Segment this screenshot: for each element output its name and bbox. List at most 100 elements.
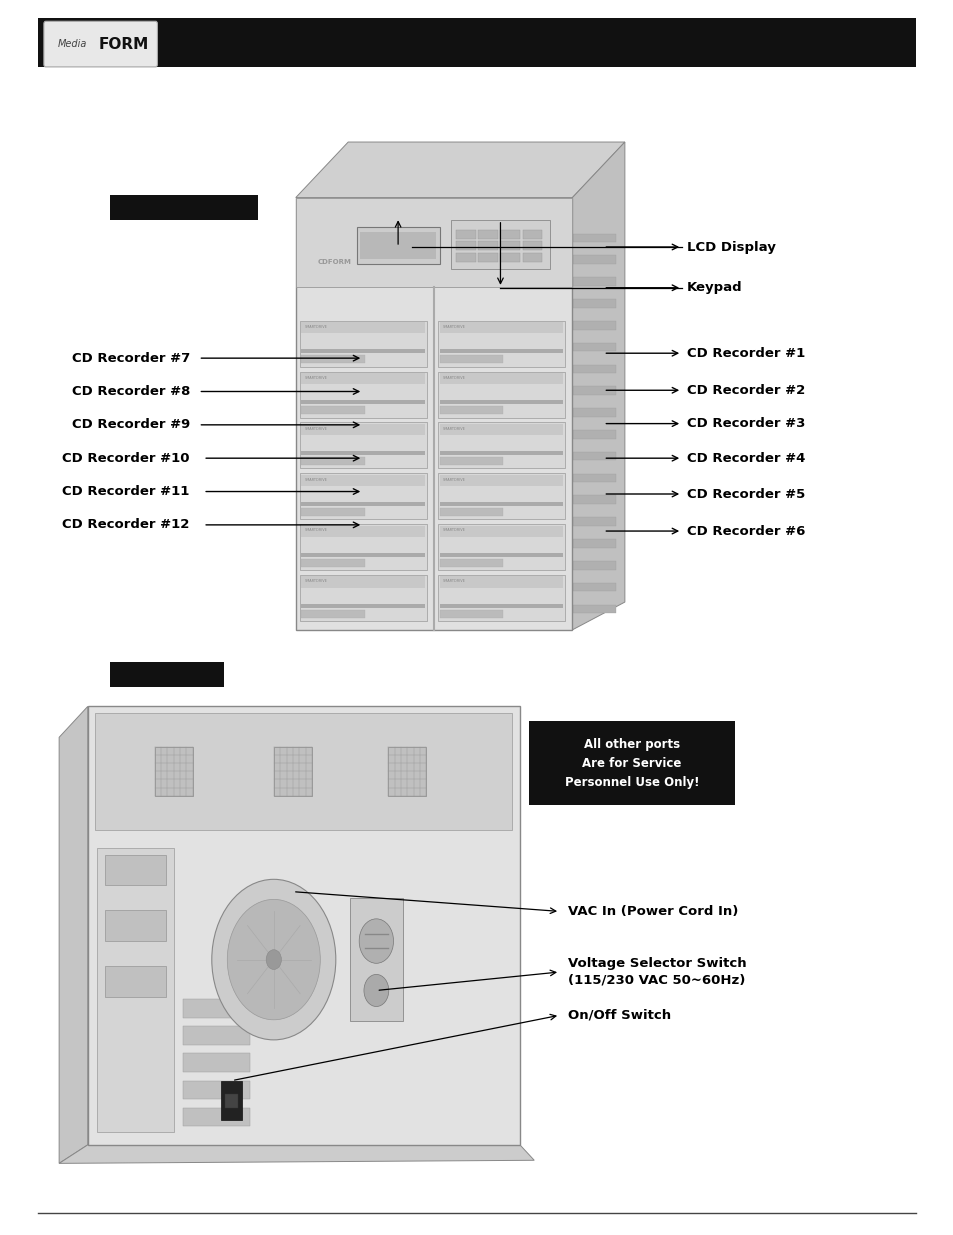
Text: CD Recorder #2: CD Recorder #2: [686, 384, 804, 396]
Text: CDFORM: CDFORM: [317, 259, 352, 264]
Bar: [573, 561, 616, 569]
Bar: [301, 474, 424, 485]
Bar: [437, 372, 564, 417]
Bar: [439, 373, 562, 384]
Bar: [439, 457, 503, 464]
Bar: [299, 422, 426, 468]
Bar: [183, 1108, 250, 1126]
Bar: [478, 253, 497, 262]
Bar: [439, 400, 562, 404]
Bar: [500, 253, 519, 262]
Bar: [522, 230, 541, 238]
Bar: [437, 576, 564, 621]
Circle shape: [266, 950, 281, 969]
Bar: [437, 473, 564, 520]
Bar: [573, 387, 616, 395]
Bar: [301, 577, 424, 588]
Bar: [439, 356, 503, 363]
Text: SMARTDRIVE: SMARTDRIVE: [304, 529, 327, 532]
Bar: [301, 356, 365, 363]
Bar: [573, 299, 616, 308]
Bar: [295, 198, 572, 287]
Text: Media: Media: [57, 40, 87, 49]
Bar: [301, 503, 424, 506]
Bar: [439, 610, 503, 618]
Bar: [456, 241, 476, 251]
Bar: [299, 321, 426, 367]
Bar: [573, 517, 616, 526]
Text: CD Recorder #6: CD Recorder #6: [686, 525, 804, 537]
Bar: [301, 424, 424, 435]
Text: SMARTDRIVE: SMARTDRIVE: [304, 426, 327, 431]
Bar: [439, 474, 562, 485]
Bar: [439, 559, 503, 567]
Text: SMARTDRIVE: SMARTDRIVE: [442, 426, 465, 431]
Bar: [478, 230, 497, 238]
Polygon shape: [572, 142, 624, 630]
Polygon shape: [59, 1145, 534, 1163]
Bar: [225, 1094, 238, 1108]
Bar: [183, 999, 250, 1018]
Bar: [95, 713, 512, 830]
Bar: [439, 322, 562, 333]
Text: CD Recorder #12: CD Recorder #12: [62, 519, 190, 531]
Bar: [221, 1081, 242, 1120]
Text: SMARTDRIVE: SMARTDRIVE: [442, 529, 465, 532]
Bar: [299, 525, 426, 571]
Bar: [350, 898, 402, 1021]
Bar: [301, 509, 365, 516]
Text: SMARTDRIVE: SMARTDRIVE: [442, 478, 465, 482]
Text: Keypad: Keypad: [686, 282, 741, 294]
Bar: [301, 400, 424, 404]
Circle shape: [364, 974, 389, 1007]
Bar: [439, 350, 562, 353]
Bar: [573, 538, 616, 548]
Bar: [301, 406, 365, 414]
Bar: [573, 321, 616, 330]
Bar: [573, 495, 616, 504]
Bar: [183, 1026, 250, 1045]
Bar: [439, 553, 562, 557]
Bar: [301, 350, 424, 353]
Bar: [301, 610, 365, 618]
Bar: [573, 583, 616, 592]
Bar: [439, 451, 562, 454]
Text: SMARTDRIVE: SMARTDRIVE: [442, 325, 465, 329]
Bar: [439, 503, 562, 506]
Bar: [573, 605, 616, 614]
Bar: [522, 241, 541, 251]
Bar: [110, 195, 257, 220]
Bar: [110, 662, 224, 687]
Bar: [301, 526, 424, 537]
Bar: [183, 1053, 250, 1072]
Text: On/Off Switch: On/Off Switch: [567, 1009, 670, 1021]
Bar: [573, 408, 616, 417]
Text: SMARTDRIVE: SMARTDRIVE: [304, 579, 327, 583]
Bar: [301, 604, 424, 608]
Bar: [456, 253, 476, 262]
Bar: [522, 253, 541, 262]
Text: CD Recorder #3: CD Recorder #3: [686, 417, 804, 430]
Bar: [573, 278, 616, 287]
Text: Voltage Selector Switch
(115/230 VAC 50~60Hz): Voltage Selector Switch (115/230 VAC 50~…: [567, 957, 745, 987]
Bar: [356, 227, 439, 264]
Bar: [573, 474, 616, 483]
Bar: [439, 604, 562, 608]
Text: CD Recorder #4: CD Recorder #4: [686, 452, 804, 464]
Bar: [437, 422, 564, 468]
Bar: [573, 430, 616, 438]
Bar: [105, 855, 166, 885]
Bar: [450, 220, 550, 269]
Bar: [299, 576, 426, 621]
Bar: [360, 232, 436, 259]
Circle shape: [358, 919, 393, 963]
Polygon shape: [295, 142, 624, 198]
Bar: [573, 256, 616, 264]
Bar: [88, 706, 519, 1145]
Text: CD Recorder #11: CD Recorder #11: [62, 485, 190, 498]
Bar: [437, 321, 564, 367]
Text: VAC In (Power Cord In): VAC In (Power Cord In): [567, 905, 738, 918]
Bar: [500, 230, 519, 238]
Bar: [439, 509, 503, 516]
Circle shape: [227, 899, 320, 1020]
